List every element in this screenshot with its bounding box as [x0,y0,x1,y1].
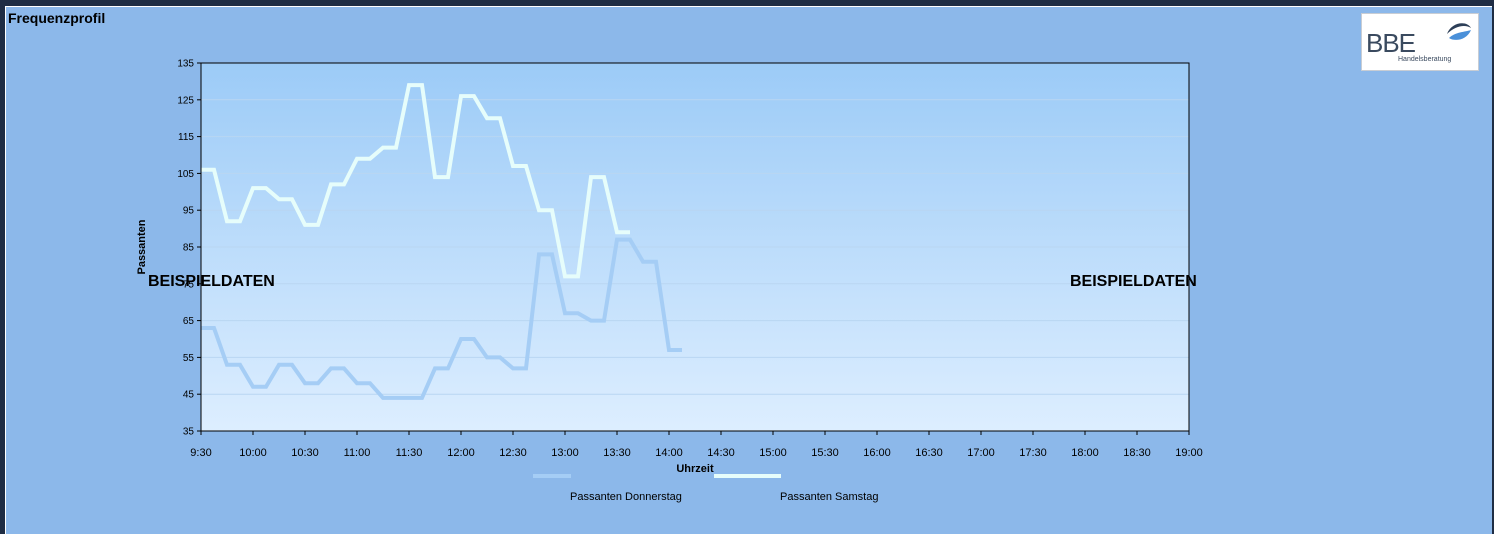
x-tick-label: 17:00 [967,447,995,459]
x-tick-label: 13:00 [551,447,579,459]
logo-subtext: Handelsberatung [1398,56,1452,63]
watermark-right: BEISPIELDATEN [1070,273,1197,290]
x-tick-label: 15:30 [811,447,839,459]
series-line-samstag [201,83,630,279]
watermark-left: BEISPIELDATEN [148,273,275,290]
y-tick-label: 135 [177,59,194,70]
x-axis-label: Uhrzeit [676,463,714,475]
y-axis-label: Passanten [136,219,148,274]
y-axis-ticks: 35 45 55 65 75 85 95 105 115 125 135 [177,59,201,438]
legend-label-samstag: Passanten Samstag [780,491,878,503]
y-tick-label: 105 [177,169,194,180]
x-tick-label: 14:30 [707,447,735,459]
series-line-donnerstag [201,237,682,400]
x-tick-label: 12:30 [499,447,527,459]
y-tick-label: 65 [183,316,195,327]
y-tick-label: 125 [177,95,194,106]
y-tick-label: 45 [183,390,195,401]
x-tick-label: 10:30 [291,447,319,459]
x-tick-label: 9:30 [190,447,211,459]
y-tick-label: 55 [183,353,195,364]
y-tick-label: 115 [178,132,194,143]
x-axis-ticks: 9:30 10:00 10:30 11:00 11:30 12:00 12:30 13:00 1… [190,431,1203,459]
legend-label-donnerstag: Passanten Donnerstag [570,491,682,503]
x-tick-label: 14:00 [655,447,683,459]
x-tick-label: 16:30 [915,447,943,459]
x-tick-label: 16:00 [863,447,891,459]
x-tick-label: 19:00 [1175,447,1203,459]
x-tick-label: 12:00 [447,447,475,459]
x-tick-label: 11:30 [396,447,423,459]
y-tick-label: 75 [183,279,195,290]
page-title: Frequenzprofil [8,10,106,26]
x-tick-label: 11:00 [344,447,371,459]
series-lines [201,83,682,400]
y-tick-label: 35 [183,427,195,438]
brand-logo: BBE Handelsberatung [1361,13,1479,71]
x-tick-label: 15:00 [759,447,787,459]
x-tick-label: 18:00 [1071,447,1099,459]
x-tick-label: 13:30 [603,447,631,459]
x-tick-label: 10:00 [239,447,267,459]
y-tick-label: 95 [183,206,195,217]
gridlines [201,99,1189,395]
logo-wordmark: BBE [1366,28,1416,58]
x-tick-label: 17:30 [1019,447,1047,459]
logo-swoosh-icon [1447,23,1471,40]
x-tick-label: 18:30 [1123,447,1151,459]
y-tick-label: 85 [183,243,195,254]
